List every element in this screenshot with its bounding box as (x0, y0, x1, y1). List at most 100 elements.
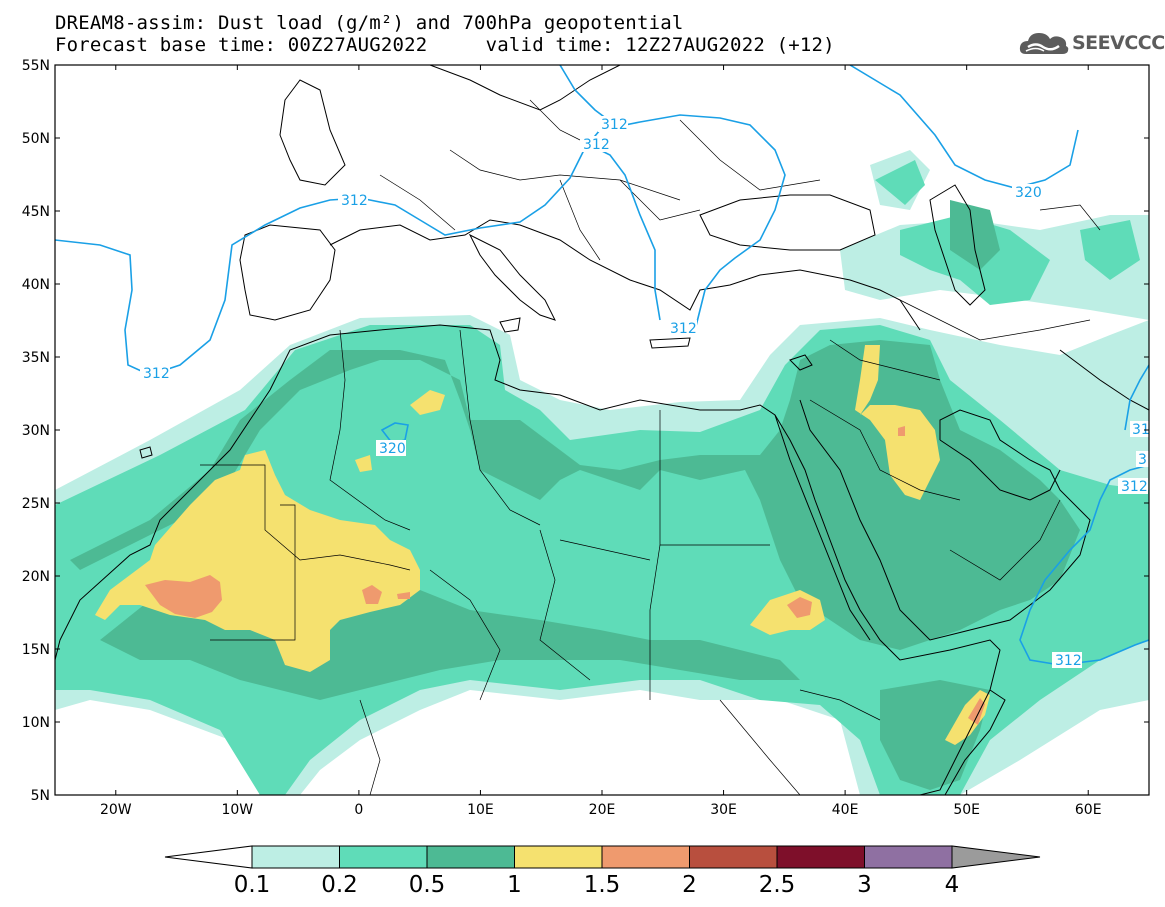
coastline-sicily (499, 317, 521, 333)
lon-tick-label: 10E (467, 802, 494, 818)
border (200, 464, 411, 571)
latitude-axis: 55N 50N 45N 40N 35N 30N 25N 20N 15N 10N 5N (22, 58, 1149, 804)
lat-tick-label: 15N (22, 642, 50, 658)
colorbar-segment (776, 845, 865, 869)
border (459, 329, 541, 526)
lat-tick-label: 30N (22, 423, 50, 439)
colorbar-under-arrow (164, 845, 253, 869)
contour-label: 312 (601, 117, 628, 133)
coastline-scandinavia (429, 65, 621, 111)
border (329, 329, 411, 531)
lon-tick-label: 30E (710, 802, 737, 818)
colorbar-label: 1 (507, 872, 522, 898)
logo-text: SEEVCCC (1072, 32, 1165, 54)
map-subtitle: Forecast base time: 00Z27AUG2022 valid t… (55, 34, 835, 56)
dust-level-02 (1080, 220, 1140, 280)
seevccc-logo: SEEVCCC (1018, 28, 1165, 58)
dust-level-1 (95, 450, 420, 672)
lon-tick-label: 0 (354, 802, 363, 818)
dust-level-02 (875, 160, 925, 205)
colorbar-segment (251, 845, 340, 869)
dust-level-15 (362, 585, 382, 604)
colorbar-segment (426, 845, 515, 869)
contour-label: 312 (583, 137, 610, 153)
coastline-gulf (939, 439, 1061, 501)
dust-level-05 (950, 200, 1000, 270)
border (449, 149, 681, 201)
border (799, 689, 881, 721)
lat-tick-label: 40N (22, 277, 50, 293)
border (679, 119, 821, 191)
lat-tick-label: 20N (22, 569, 50, 585)
border (949, 499, 1061, 581)
contour-312-east (849, 65, 1079, 189)
border (719, 699, 801, 795)
dust-fields (55, 150, 1149, 795)
border (809, 399, 961, 501)
contour-label: 312 (341, 193, 368, 209)
coastline-arabia (799, 399, 1091, 641)
coastline-cyprus (789, 354, 813, 371)
lat-tick-label: 55N (22, 58, 50, 74)
colorbar-segment (601, 845, 690, 869)
lon-tick-label: 10W (221, 802, 253, 818)
colorbar-label: 0.5 (408, 872, 446, 898)
coastlines (55, 65, 1149, 795)
contour-312-iran (1124, 364, 1149, 431)
colorbar-label: 1.5 (583, 872, 621, 898)
map-title: DREAM8-assim: Dust load (g/m²) and 700hP… (55, 12, 684, 34)
dust-level-15 (787, 597, 812, 618)
coastline-iberia (239, 224, 336, 321)
longitude-axis: 20W 10W 0 10E 20E 30E 40E 50E 60E (100, 65, 1102, 818)
colorbar-label: 0.1 (233, 872, 271, 898)
dust-level-1 (410, 390, 445, 415)
colorbar-label: 2 (682, 872, 697, 898)
contour-labels: 312 312 312 312 312 320 320 312 312 31 3 (140, 116, 1150, 669)
contour-label: 312 (670, 321, 697, 337)
lat-tick-label: 25N (22, 496, 50, 512)
coastline-iran (1059, 349, 1149, 411)
contour-label: 312 (143, 366, 170, 382)
dust-level-15 (397, 592, 410, 599)
dust-level-1 (855, 345, 940, 500)
coastline-crete (649, 337, 691, 349)
colorbar-segment (864, 845, 953, 869)
border (1039, 204, 1101, 231)
contour-label: 31 (1132, 422, 1150, 438)
lat-tick-label: 10N (22, 715, 50, 731)
dust-level-1 (355, 455, 372, 472)
contour-label: 320 (1015, 185, 1042, 201)
border (899, 299, 1091, 341)
border (539, 529, 591, 681)
colorbar-label: 3 (857, 872, 872, 898)
coastline-redsea (774, 414, 871, 641)
lat-tick-label: 45N (22, 204, 50, 220)
country-borders (200, 99, 1101, 795)
border (429, 569, 501, 701)
border (829, 339, 941, 381)
cloud-logo-icon (1019, 33, 1069, 54)
colorbar-label: 0.2 (321, 872, 358, 898)
lon-tick-label: 60E (1075, 802, 1102, 818)
contour-312-indian (1019, 464, 1149, 666)
dust-level-05 (70, 340, 1080, 650)
colorbar-segment (689, 845, 778, 869)
dust-level-15 (898, 426, 905, 436)
dust-level-15 (968, 698, 985, 725)
coastline-europe (329, 219, 921, 331)
border (559, 539, 651, 561)
coastline-somalia (944, 689, 1006, 795)
lat-tick-label: 35N (22, 350, 50, 366)
coastline-blacksea (699, 194, 876, 251)
contour-312-balkan (589, 144, 661, 321)
coastline-caspian (929, 184, 986, 306)
border (619, 179, 701, 221)
lat-tick-label: 5N (31, 788, 50, 804)
border (379, 174, 456, 231)
coastline-italy (468, 233, 556, 321)
coastline-canaries (139, 446, 153, 459)
colorbar-label: 2.5 (758, 872, 796, 898)
contour-label: 312 (1121, 479, 1148, 495)
lon-tick-label: 40E (832, 802, 859, 818)
